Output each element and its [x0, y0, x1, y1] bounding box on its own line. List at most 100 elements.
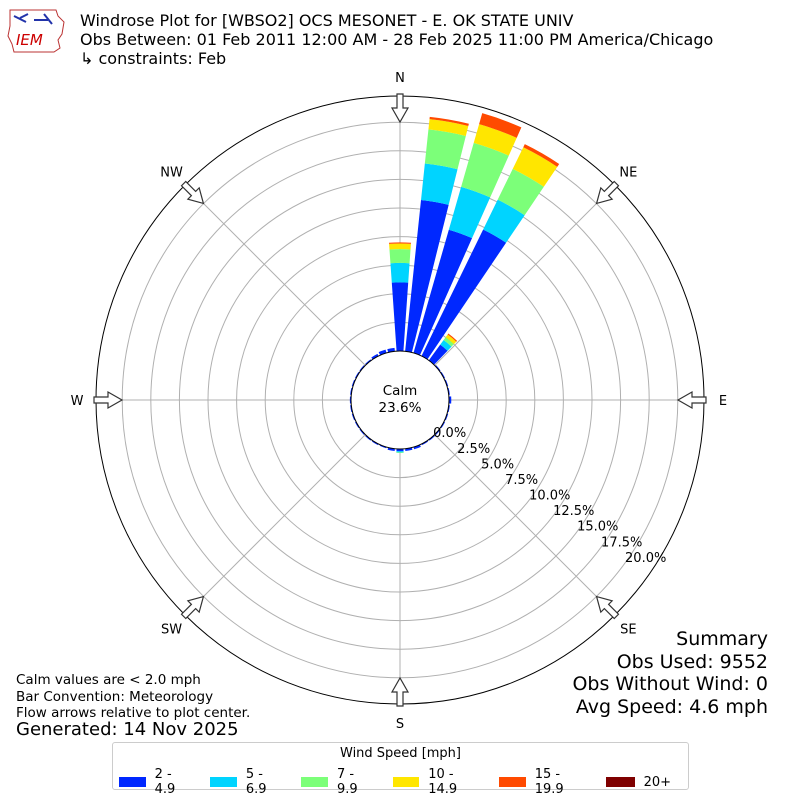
legend-swatch — [605, 777, 635, 787]
legend-label: 15 - 19.9 — [534, 767, 564, 797]
radial-tick-label: 20.0% — [625, 551, 666, 566]
grid-spoke — [434, 184, 616, 366]
convention-note: Bar Convention: Meteorology — [16, 688, 214, 705]
bar-segment — [429, 116, 469, 127]
bar-segment — [440, 339, 452, 351]
flow-arrow-icon — [390, 676, 410, 707]
legend-label: 10 - 14.9 — [428, 767, 458, 797]
bar-segment — [405, 199, 449, 353]
bar-segment — [396, 451, 404, 453]
legend: Wind Speed [mph] 2 - 4.9 5 - 6.9 7 - 9.9 10… — [112, 742, 689, 797]
compass-label-ne: NE — [619, 166, 637, 181]
legend-swatch — [392, 777, 420, 787]
bar-segment — [428, 119, 469, 137]
bar-segment — [497, 168, 544, 216]
bar-segment — [421, 229, 507, 360]
bar-segment — [405, 447, 413, 452]
legend-swatch — [301, 777, 328, 787]
arrow-shape — [595, 180, 620, 205]
bar-segment — [448, 186, 491, 239]
bar-segment — [512, 147, 558, 187]
radial-tick-label: 2.5% — [457, 442, 490, 457]
calm-value: 23.6% — [379, 400, 422, 416]
arrow-shape — [676, 390, 707, 410]
radial-tick-label: 15.0% — [577, 520, 618, 535]
legend-title: Wind Speed [mph] — [340, 746, 461, 761]
legend-items: 2 - 4.9 5 - 6.9 7 - 9.9 10 - 14.9 15 - 19.9 2… — [119, 767, 688, 797]
bar-segment — [421, 163, 458, 205]
obs-without-wind: Obs Without Wind: 0 — [572, 673, 768, 695]
bar-segment — [445, 334, 457, 345]
bar-segment — [387, 447, 395, 452]
radial-tick-label: 17.5% — [601, 535, 642, 550]
bar-segment — [483, 199, 525, 243]
bar-segment — [443, 337, 454, 347]
radial-tick-label: 12.5% — [553, 504, 594, 519]
flow-arrow-icon — [390, 93, 410, 124]
compass-label-s: S — [396, 717, 404, 732]
bar-segment — [391, 282, 409, 352]
bar-segment — [523, 144, 560, 167]
iem-logo: IEM — [7, 9, 65, 53]
calm-label: Calm — [383, 383, 418, 399]
arrow-shape — [180, 595, 205, 620]
compass-label-w: W — [71, 394, 84, 409]
compass-label-e: E — [719, 394, 727, 409]
legend-label: 20+ — [643, 774, 672, 790]
legend-swatch — [119, 777, 146, 787]
bar-segment — [428, 344, 448, 365]
arrow-shape — [93, 390, 124, 410]
bar-segment — [378, 349, 387, 356]
bar-segment — [396, 448, 404, 452]
bar-segment — [413, 444, 421, 450]
legend-item: 20+ — [605, 767, 672, 797]
chart-title: Windrose Plot for [WBSO2] OCS MESONET - … — [80, 11, 713, 68]
flow-arrow-icon — [93, 390, 124, 410]
bar-segment — [461, 142, 509, 198]
compass-label-sw: SW — [161, 622, 182, 637]
flow-note: Flow arrows relative to plot center. — [16, 705, 251, 721]
legend-item: 2 - 4.9 — [119, 767, 193, 797]
radial-tick-label: 7.5% — [505, 473, 538, 488]
arrow-shape — [390, 676, 410, 707]
flow-arrow-icon — [595, 595, 620, 620]
avg-speed: Avg Speed: 4.6 mph — [575, 695, 768, 718]
legend-item: 10 - 14.9 — [392, 767, 483, 797]
notes: Calm values are < 2.0 mph Bar Convention… — [16, 672, 250, 722]
legend-swatch — [499, 777, 526, 787]
bar-segment — [473, 124, 517, 156]
bar-segment — [396, 452, 404, 454]
bar-segment — [447, 333, 458, 342]
calm-circle — [350, 350, 450, 450]
arrow-shape — [390, 93, 410, 124]
title-line-1: Windrose Plot for [WBSO2] OCS MESONET - … — [80, 11, 574, 30]
flow-arrow-icon — [676, 390, 707, 410]
bar-segment — [448, 396, 452, 404]
bar-segment — [390, 262, 410, 283]
legend-label: 2 - 4.9 — [154, 767, 176, 797]
radial-tick-label: 0.0% — [433, 426, 466, 441]
summary-heading: Summary — [676, 628, 768, 650]
arrow-shape — [180, 180, 205, 205]
calm-note: Calm values are < 2.0 mph — [16, 672, 201, 688]
grid-spoke — [434, 434, 616, 616]
flow-arrow-icon — [180, 180, 205, 205]
title-line-3: ↳ constraints: Feb — [80, 49, 227, 68]
compass-label-n: N — [395, 71, 405, 86]
legend-label: 5 - 6.9 — [245, 767, 267, 797]
bar-segment — [389, 242, 411, 244]
bar-segment — [479, 113, 522, 138]
bar-segment — [424, 129, 466, 170]
svg-text:IEM: IEM — [16, 31, 43, 49]
radial-tick-label: 10.0% — [529, 489, 570, 504]
flow-arrow-icon — [180, 595, 205, 620]
title-line-2: Obs Between: 01 Feb 2011 12:00 AM - 28 F… — [80, 30, 714, 49]
legend-label: 7 - 9.9 — [337, 767, 358, 797]
arrow-shape — [595, 595, 620, 620]
bar-segment — [389, 243, 411, 250]
grid-spoke — [184, 184, 366, 366]
compass-label-nw: NW — [160, 166, 183, 181]
flow-arrow-icon — [595, 180, 620, 205]
